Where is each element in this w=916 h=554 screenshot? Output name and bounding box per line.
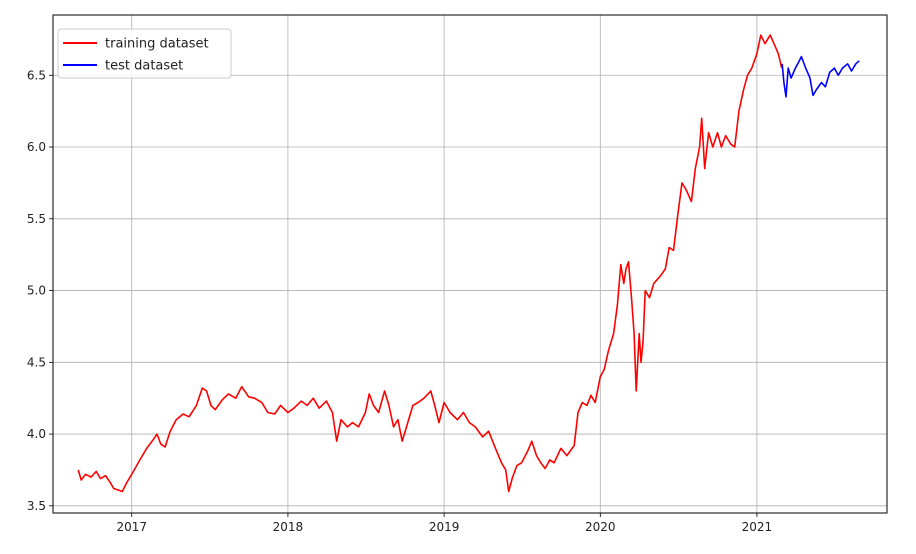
x-tick-label: 2017	[116, 520, 147, 534]
plot-frame	[52, 14, 888, 514]
series-line-training	[77, 34, 783, 493]
x-tick-label: 2020	[585, 520, 616, 534]
y-tick-label: 6.0	[27, 140, 46, 154]
legend-label-training: training dataset	[105, 37, 209, 52]
x-tick-label: 2019	[429, 520, 460, 534]
legend-box	[57, 28, 232, 79]
legend: training dataset test dataset	[57, 28, 232, 79]
x-tick-label: 2021	[742, 520, 773, 534]
series-line-test	[781, 55, 860, 98]
y-tick-label: 5.0	[27, 284, 46, 298]
x-tick-label: 2018	[273, 520, 304, 534]
y-tick-label: 4.0	[27, 427, 46, 441]
grid-lines	[53, 15, 887, 513]
y-tick-label: 4.5	[27, 355, 46, 369]
series-group	[77, 34, 860, 493]
y-tick-label: 3.5	[27, 499, 46, 513]
y-tick-label: 6.5	[27, 68, 46, 82]
axis-ticks: 2017 2018 2019 2020 2021 3.5 4.0 4.5 5.0 5.5 6.0 6.…	[27, 68, 772, 534]
legend-label-test: test dataset	[105, 59, 183, 74]
y-tick-label: 5.5	[27, 212, 46, 226]
